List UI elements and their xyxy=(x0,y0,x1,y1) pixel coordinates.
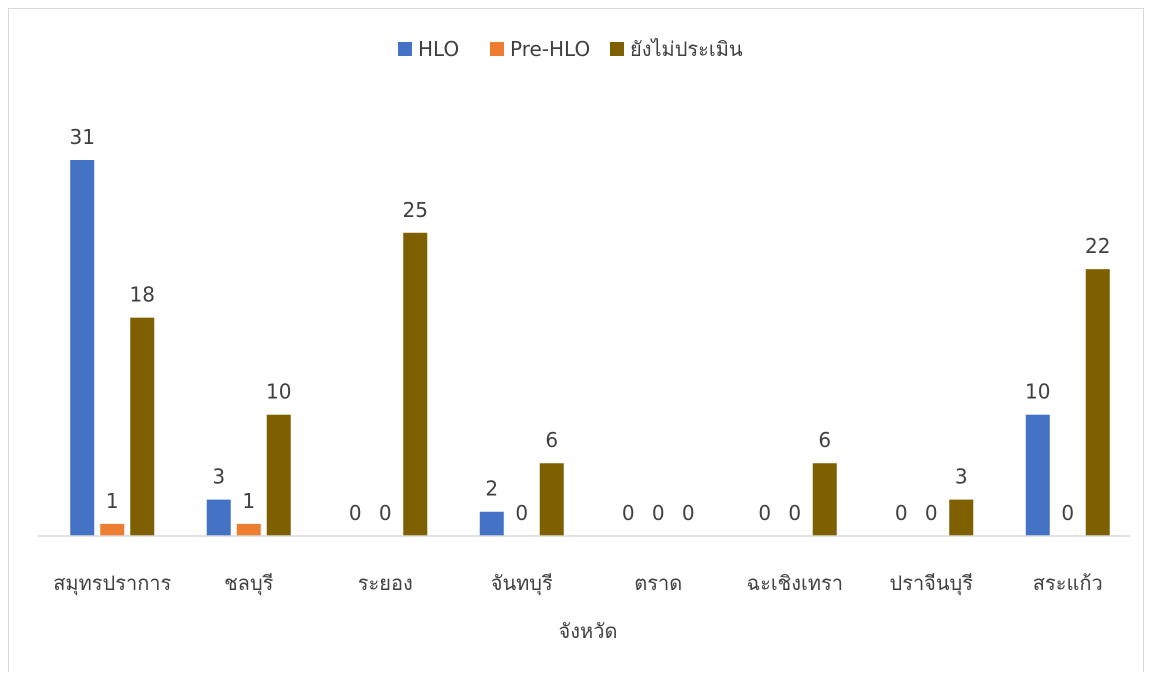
bars xyxy=(70,160,1110,536)
x-tick-label: ชลบุรี xyxy=(224,571,274,596)
data-label: 0 xyxy=(652,501,665,525)
data-label: 0 xyxy=(349,501,362,525)
data-label: 0 xyxy=(1061,501,1074,525)
x-tick-label: สระแก้ว xyxy=(1033,571,1103,595)
data-label: 31 xyxy=(70,125,95,149)
x-axis-title: จังหวัด xyxy=(559,619,618,643)
data-label: 10 xyxy=(266,380,291,404)
data-label: 0 xyxy=(925,501,938,525)
data-label: 0 xyxy=(895,501,908,525)
bar-1-2 xyxy=(206,499,231,536)
x-tick-label: ตราด xyxy=(634,571,682,595)
x-tick-label: ฉะเชิงเทรา xyxy=(746,571,843,595)
data-label: 0 xyxy=(622,501,635,525)
data-label: 1 xyxy=(242,489,255,513)
data-label: 18 xyxy=(130,283,155,307)
x-tick-label: สมุทรปราการ xyxy=(53,571,171,596)
data-label: 0 xyxy=(515,501,528,525)
data-label: 2 xyxy=(485,477,498,501)
data-label: 3 xyxy=(212,465,225,489)
bar-1-1 xyxy=(70,160,95,536)
x-tick-labels: สมุทรปราการ ชลบุรี ระยอง จันทบุรี ตราด ฉะเชิง… xyxy=(53,571,1103,596)
bar-1-8 xyxy=(1025,414,1050,536)
legend-label: HLO xyxy=(418,37,459,61)
data-label: 6 xyxy=(545,428,558,452)
data-label: 0 xyxy=(379,501,392,525)
x-tick-label: ปราจีนบุรี xyxy=(890,571,974,596)
legend: HLO Pre-HLO ยังไม่ประเมิน xyxy=(398,37,743,61)
bar-3-7 xyxy=(949,499,974,536)
chart-frame xyxy=(8,8,1144,672)
legend-label: Pre-HLO xyxy=(510,37,590,61)
data-label: 0 xyxy=(788,501,801,525)
legend-swatch xyxy=(610,42,624,56)
bar-2-1 xyxy=(100,523,125,536)
x-tick-label: จันทบุรี xyxy=(491,571,553,596)
data-label: 22 xyxy=(1085,234,1110,258)
data-label: 25 xyxy=(403,198,428,222)
data-label: 3 xyxy=(955,465,968,489)
bar-3-6 xyxy=(812,463,837,536)
legend-swatch xyxy=(490,42,504,56)
bar-3-4 xyxy=(539,463,564,536)
bar-2-2 xyxy=(236,523,261,536)
data-label: 10 xyxy=(1025,380,1050,404)
bar-3-3 xyxy=(403,232,428,536)
bar-1-4 xyxy=(479,511,504,536)
data-label: 0 xyxy=(682,501,695,525)
bar-3-1 xyxy=(130,317,155,536)
legend-label: ยังไม่ประเมิน xyxy=(630,37,743,61)
x-tick-label: ระยอง xyxy=(358,571,413,595)
data-label: 0 xyxy=(758,501,771,525)
data-label: 6 xyxy=(818,428,831,452)
bar-3-2 xyxy=(266,414,291,536)
bar-3-8 xyxy=(1085,269,1110,536)
data-label: 1 xyxy=(106,489,119,513)
legend-swatch xyxy=(398,42,412,56)
